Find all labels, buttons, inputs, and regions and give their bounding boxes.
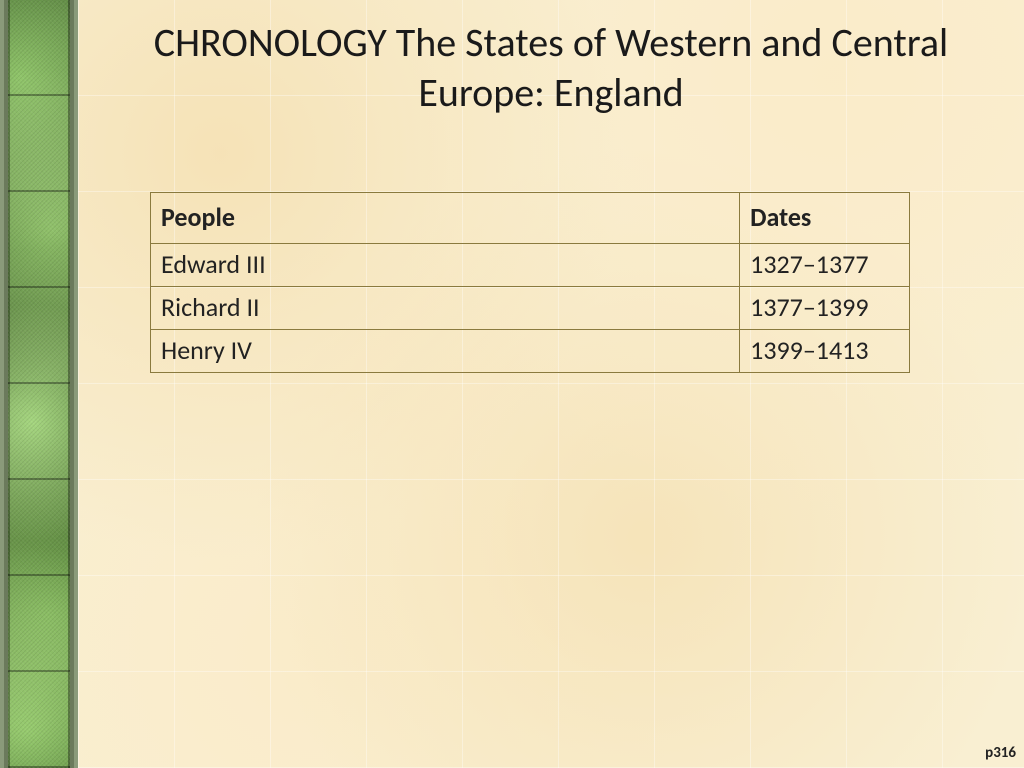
table-header-row: People Dates (151, 193, 910, 244)
cell-people: Henry IV (151, 330, 740, 373)
column-header-dates: Dates (740, 193, 910, 244)
decorative-leaf-border (0, 0, 78, 768)
slide: CHRONOLOGY The States of Western and Cen… (0, 0, 1024, 768)
slide-title: CHRONOLOGY The States of Western and Cen… (78, 18, 1024, 118)
table-row: Richard II 1377–1399 (151, 287, 910, 330)
column-header-people: People (151, 193, 740, 244)
cell-people: Edward III (151, 244, 740, 287)
table-row: Henry IV 1399–1413 (151, 330, 910, 373)
cell-people: Richard II (151, 287, 740, 330)
page-number: p316 (985, 744, 1016, 762)
cell-dates: 1399–1413 (740, 330, 910, 373)
cell-dates: 1327–1377 (740, 244, 910, 287)
cell-dates: 1377–1399 (740, 287, 910, 330)
chronology-table: People Dates Edward III 1327–1377 Richar… (150, 192, 910, 373)
slide-content: CHRONOLOGY The States of Western and Cen… (78, 0, 1024, 768)
table-row: Edward III 1327–1377 (151, 244, 910, 287)
border-texture (8, 0, 70, 768)
